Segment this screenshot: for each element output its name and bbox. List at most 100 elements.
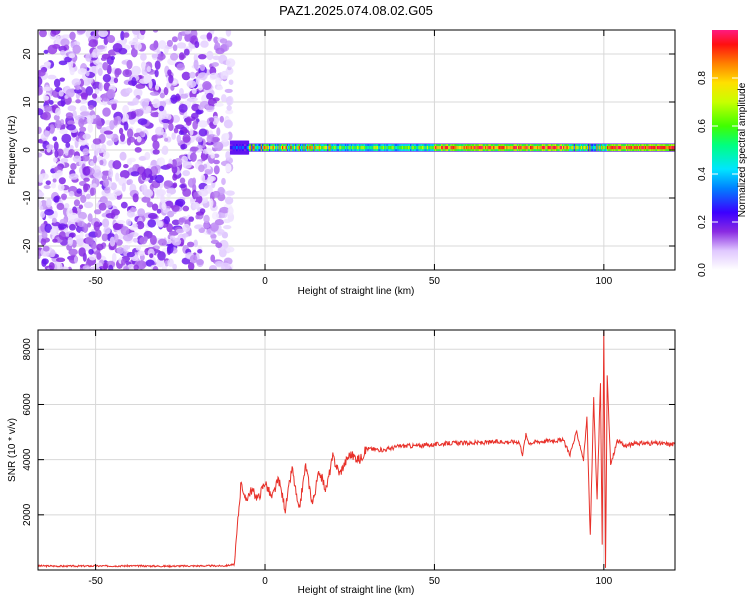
spectrogram-cell (179, 177, 186, 184)
y-tick-label: 4000 (22, 448, 33, 471)
spectrogram-cell (156, 53, 166, 61)
spectrogram-cell (38, 152, 43, 158)
spectrogram-cell (72, 155, 82, 163)
spectrogram-cell (68, 53, 76, 59)
spectrogram-cell (189, 71, 196, 79)
spectrogram-cell (113, 116, 118, 126)
spectrogram-cell (79, 99, 87, 105)
spectrogram-cell (157, 251, 166, 261)
y-tick-label: 10 (22, 96, 33, 108)
spectrogram-cell (85, 86, 94, 96)
spectrogram-cell (122, 69, 133, 78)
spectrogram-cell (53, 114, 60, 121)
spectrogram-cell (113, 77, 119, 84)
spectrogram-cell (55, 257, 66, 263)
spectrogram-panel: -50 0 50 100 -20 -10 0 10 20 Height of straight … (7, 29, 676, 297)
spectrogram-cell (193, 59, 199, 70)
spectrogram-cell (102, 73, 112, 83)
spectrogram-cell (79, 105, 88, 113)
spectrogram-cell (151, 53, 159, 59)
spectrogram-cell (68, 173, 79, 180)
spectrogram-cell (49, 249, 56, 258)
spectrogram-cell (145, 259, 155, 267)
spectrogram-cell (39, 173, 49, 180)
spectrogram-cell (188, 216, 195, 222)
spectrogram-cell (132, 223, 138, 228)
spectrogram-cell (189, 128, 194, 136)
spectrogram-cell (195, 75, 200, 85)
spectrogram-cell (183, 48, 190, 56)
spectrogram-cell (133, 237, 138, 243)
spectrogram-cell (59, 129, 68, 135)
spectrogram-cell (94, 88, 100, 95)
spectrogram-cell (138, 156, 146, 161)
spectrogram-cell (60, 193, 68, 200)
spectrogram-cell (110, 55, 116, 61)
spectrogram-cell (65, 142, 71, 148)
spectrogram-cell (40, 211, 46, 218)
spectrogram-cell (136, 136, 142, 143)
spectrogram-cell (146, 66, 152, 73)
spectrogram-cell (219, 115, 224, 123)
spectrogram-cell (99, 159, 104, 166)
spectrogram-cell (157, 238, 167, 246)
spectrogram-cell (92, 48, 100, 58)
spectrogram-cell (210, 222, 219, 232)
spectrogram-cell (211, 136, 221, 143)
colorbar-tick-label: 0.2 (697, 215, 708, 229)
spectrogram-cell (181, 257, 191, 265)
spectrogram-cell (58, 177, 66, 185)
snr-ticks: -50 0 50 100 2000 4000 6000 8000 (22, 330, 675, 587)
spectrogram-cell (163, 215, 171, 225)
spectrogram-cell (53, 196, 60, 203)
spectrogram-cell (58, 90, 64, 97)
spectrogram-cell (38, 249, 41, 260)
y-tick-label: -10 (22, 190, 33, 205)
spectrogram-cell (48, 262, 55, 270)
spectrogram-cell (176, 63, 185, 71)
spectrogram-cell (197, 249, 203, 254)
spectrogram-cell (151, 203, 159, 211)
spectrogram-cell (131, 65, 141, 76)
spectrogram-cell (152, 140, 160, 150)
spectrogram-cell (213, 153, 220, 159)
spectrogram-cell (52, 238, 58, 243)
spectrogram-cell (100, 143, 107, 153)
spectrogram-cell (225, 58, 236, 68)
figure-title: PAZ1.2025.074.08.02.G05 (279, 3, 433, 18)
spectrogram-cell (171, 114, 181, 123)
spectrogram-cell (205, 141, 214, 146)
spectrogram-cell (119, 140, 127, 145)
spectrogram-cell (109, 119, 115, 130)
spectrogram-cell (98, 30, 109, 38)
spectrogram-cell (121, 60, 128, 65)
spectrogram-cell (180, 93, 189, 99)
spectrogram-cell (91, 183, 97, 188)
spectrogram-cell (149, 91, 160, 96)
spectrogram-cell (105, 200, 113, 209)
spectrogram-cell (42, 111, 52, 121)
spectrogram-cell (194, 40, 200, 49)
spectrogram-cell (215, 47, 225, 55)
spectrogram-cell (58, 45, 67, 52)
spectrogram-cell (79, 126, 87, 133)
spectrogram-cell (73, 199, 81, 207)
spectrogram-cell (166, 187, 177, 195)
spectrogram-cell (116, 220, 126, 225)
spectrogram-cell (214, 260, 224, 267)
spectrogram-cell (136, 250, 145, 256)
spectrogram-cell (83, 177, 90, 182)
y-tick-label: 0 (22, 147, 33, 153)
spectrogram-cell (116, 246, 125, 255)
spectrogram-cell (51, 217, 57, 224)
spectrogram-cell (110, 182, 117, 191)
spectrogram-cell (178, 130, 184, 135)
spectrogram-cell (182, 161, 192, 169)
spectrogram-cell (198, 227, 206, 234)
spectrogram-cell (69, 31, 76, 41)
spectrogram-cell (149, 235, 157, 245)
spectrogram-cell (141, 184, 148, 193)
snr-frame (37, 329, 676, 571)
spectrogram-cell (122, 32, 130, 38)
spectrogram-cell (38, 126, 42, 134)
